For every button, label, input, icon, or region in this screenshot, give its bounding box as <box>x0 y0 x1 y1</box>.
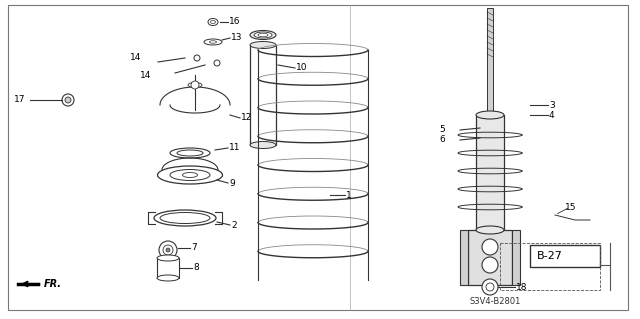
Circle shape <box>214 60 220 66</box>
Text: S3V4-B2801: S3V4-B2801 <box>470 298 522 307</box>
Ellipse shape <box>250 41 276 48</box>
Circle shape <box>482 239 498 255</box>
Circle shape <box>159 241 177 259</box>
Ellipse shape <box>258 33 268 37</box>
Text: 18: 18 <box>516 283 527 292</box>
Text: 15: 15 <box>565 204 577 212</box>
Text: B-27: B-27 <box>537 251 563 261</box>
Ellipse shape <box>157 275 179 281</box>
Bar <box>487 8 493 168</box>
Ellipse shape <box>154 210 216 226</box>
Ellipse shape <box>254 32 272 38</box>
Ellipse shape <box>177 150 203 156</box>
Circle shape <box>482 257 498 273</box>
Bar <box>250 45 276 145</box>
Ellipse shape <box>476 111 504 119</box>
Bar <box>530 245 600 267</box>
Ellipse shape <box>182 173 198 177</box>
Bar <box>512 230 520 285</box>
Ellipse shape <box>209 41 216 43</box>
Text: FR.: FR. <box>44 279 62 289</box>
Text: 1: 1 <box>346 190 352 199</box>
Text: 17: 17 <box>14 95 26 105</box>
Bar <box>460 230 468 285</box>
Text: 16: 16 <box>229 18 241 26</box>
Text: 6: 6 <box>439 136 445 145</box>
Text: 10: 10 <box>296 63 307 72</box>
Circle shape <box>62 94 74 106</box>
Circle shape <box>191 81 199 89</box>
Text: 14: 14 <box>140 71 152 80</box>
Text: 3: 3 <box>549 100 555 109</box>
Text: 5: 5 <box>439 125 445 135</box>
Ellipse shape <box>157 255 179 261</box>
Circle shape <box>65 97 71 103</box>
Circle shape <box>194 55 200 61</box>
Ellipse shape <box>250 31 276 40</box>
Text: 8: 8 <box>193 263 199 272</box>
Text: 2: 2 <box>231 220 237 229</box>
Ellipse shape <box>170 169 210 181</box>
Text: 14: 14 <box>130 54 141 63</box>
Ellipse shape <box>188 83 202 87</box>
Ellipse shape <box>170 148 210 158</box>
Ellipse shape <box>250 142 276 149</box>
Text: 4: 4 <box>549 110 555 120</box>
Bar <box>157 258 179 278</box>
Ellipse shape <box>208 19 218 26</box>
Circle shape <box>163 245 173 255</box>
Bar <box>468 230 512 285</box>
Circle shape <box>482 279 498 295</box>
Text: 11: 11 <box>229 144 241 152</box>
Circle shape <box>166 248 170 252</box>
Ellipse shape <box>157 166 223 184</box>
Text: 9: 9 <box>229 179 235 188</box>
Bar <box>476 115 504 230</box>
Text: 7: 7 <box>191 243 196 253</box>
Text: 12: 12 <box>241 114 252 122</box>
Ellipse shape <box>160 212 210 224</box>
Circle shape <box>486 283 494 291</box>
Text: 13: 13 <box>231 33 243 42</box>
Ellipse shape <box>476 226 504 234</box>
Ellipse shape <box>204 39 222 45</box>
Ellipse shape <box>211 20 216 24</box>
